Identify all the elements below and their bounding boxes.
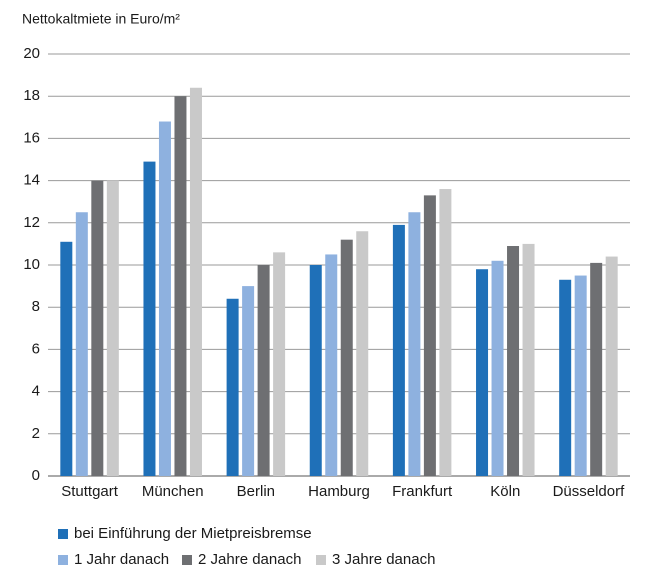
bar — [106, 180, 119, 476]
x-tick-label: Frankfurt — [392, 483, 453, 500]
bar — [340, 239, 353, 476]
legend-swatch — [182, 555, 192, 565]
legend-swatch — [58, 529, 68, 539]
legend-label: 3 Jahre danach — [332, 551, 435, 568]
bar — [522, 243, 535, 476]
y-tick-label: 18 — [23, 87, 40, 104]
bar — [408, 212, 421, 476]
y-tick-label: 12 — [23, 214, 40, 231]
y-tick-label: 8 — [32, 298, 40, 315]
bar — [273, 252, 286, 476]
bar — [257, 265, 270, 476]
bar — [423, 195, 436, 476]
bar — [226, 298, 239, 476]
bar — [143, 161, 156, 477]
legend-label: 2 Jahre danach — [198, 551, 301, 568]
bar — [91, 180, 104, 476]
bar — [158, 121, 171, 477]
y-tick-label: 0 — [32, 467, 40, 484]
y-tick-label: 2 — [32, 425, 40, 442]
bar — [476, 269, 489, 476]
bar — [507, 246, 520, 476]
bar — [574, 275, 587, 476]
legend-label: 1 Jahr danach — [74, 551, 169, 568]
x-tick-label: Düsseldorf — [553, 483, 626, 500]
bar — [325, 254, 338, 476]
x-tick-label: Stuttgart — [61, 483, 119, 500]
y-tick-label: 10 — [23, 256, 40, 273]
chart-title: Nettokaltmiete in Euro/m² — [22, 11, 180, 27]
bar — [356, 231, 369, 476]
y-tick-label: 20 — [23, 45, 40, 62]
bar — [439, 189, 452, 477]
bar — [242, 286, 255, 476]
bar — [174, 96, 187, 476]
y-tick-label: 14 — [23, 172, 40, 189]
x-tick-label: Hamburg — [308, 483, 370, 500]
bar — [309, 265, 322, 476]
bar — [75, 212, 88, 476]
bar — [491, 260, 504, 476]
y-tick-label: 6 — [32, 340, 40, 357]
bar — [559, 279, 572, 476]
legend-label: bei Einführung der Mietpreisbremse — [74, 525, 312, 542]
legend-swatch — [316, 555, 326, 565]
x-tick-label: München — [142, 483, 204, 500]
y-tick-label: 4 — [32, 383, 40, 400]
legend-swatch — [58, 555, 68, 565]
bar — [605, 256, 618, 476]
x-tick-label: Köln — [490, 483, 520, 500]
x-tick-label: Berlin — [237, 483, 275, 500]
bar — [392, 224, 405, 476]
bar — [189, 87, 202, 476]
bar — [60, 241, 73, 476]
bar — [590, 262, 603, 476]
y-tick-label: 16 — [23, 129, 40, 146]
